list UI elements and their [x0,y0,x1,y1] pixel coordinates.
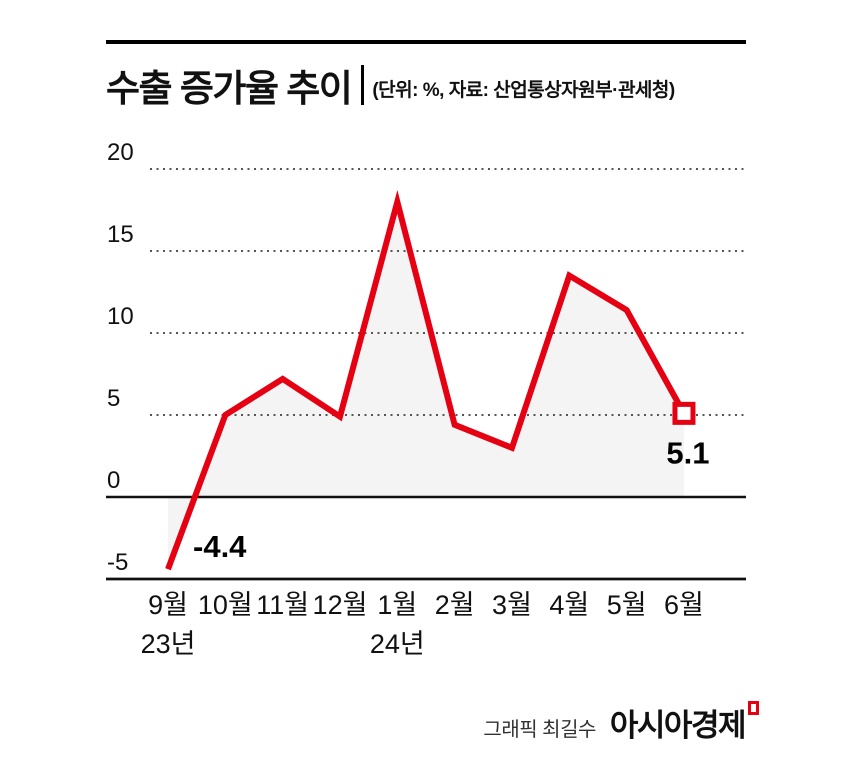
y-tick-label: 0 [107,467,120,494]
x-tick-label: 5월 [607,590,647,620]
brand-name: 아시아경제 [609,708,747,743]
x-tick-label: 9월 [148,590,188,620]
title-divider [361,65,365,105]
x-tick-label: 10월 [198,590,253,620]
export-growth-line-chart: 20 15 10 5 0 -5 9월 10월 11월 12월 1월 2월 3월 4월 5월 6월 23년 24년 -… [106,140,746,659]
footer: 그래픽 최길수 아시아경제 [483,700,759,745]
x-year-label: 23년 [141,629,196,659]
area-fill [168,201,684,570]
x-tick-label: 2월 [435,590,475,620]
x-tick-label: 6월 [664,590,704,620]
y-tick-label: 10 [107,303,134,330]
unit-source-label: (단위: %, 자료: 산업통상자원부·관세청) [372,79,675,101]
brand-logo: 아시아경제 [610,700,759,745]
graphic-credit: 그래픽 최길수 [483,719,596,741]
last-point-marker [672,401,696,425]
brand-mark-icon [748,701,759,715]
y-tick-label: 5 [107,385,120,412]
x-tick-label: 4월 [549,590,589,620]
value-annotation: -4.4 [193,529,247,564]
chart-header: 수출 증가율 추이 (단위: %, 자료: 산업통상자원부·관세청) [106,58,675,112]
y-tick-label: -5 [107,549,128,576]
value-annotation: 5.1 [666,435,709,470]
top-rule [106,40,746,44]
x-year-label: 24년 [370,629,425,659]
trend-line [165,189,687,571]
chart-title: 수출 증가율 추이 [106,68,353,109]
y-tick-label: 20 [107,140,134,166]
x-tick-label: 1월 [377,590,417,620]
x-tick-label: 12월 [313,590,368,620]
x-tick-label: 11월 [256,590,309,620]
y-tick-label: 15 [107,221,134,248]
x-tick-label: 3월 [492,590,532,620]
